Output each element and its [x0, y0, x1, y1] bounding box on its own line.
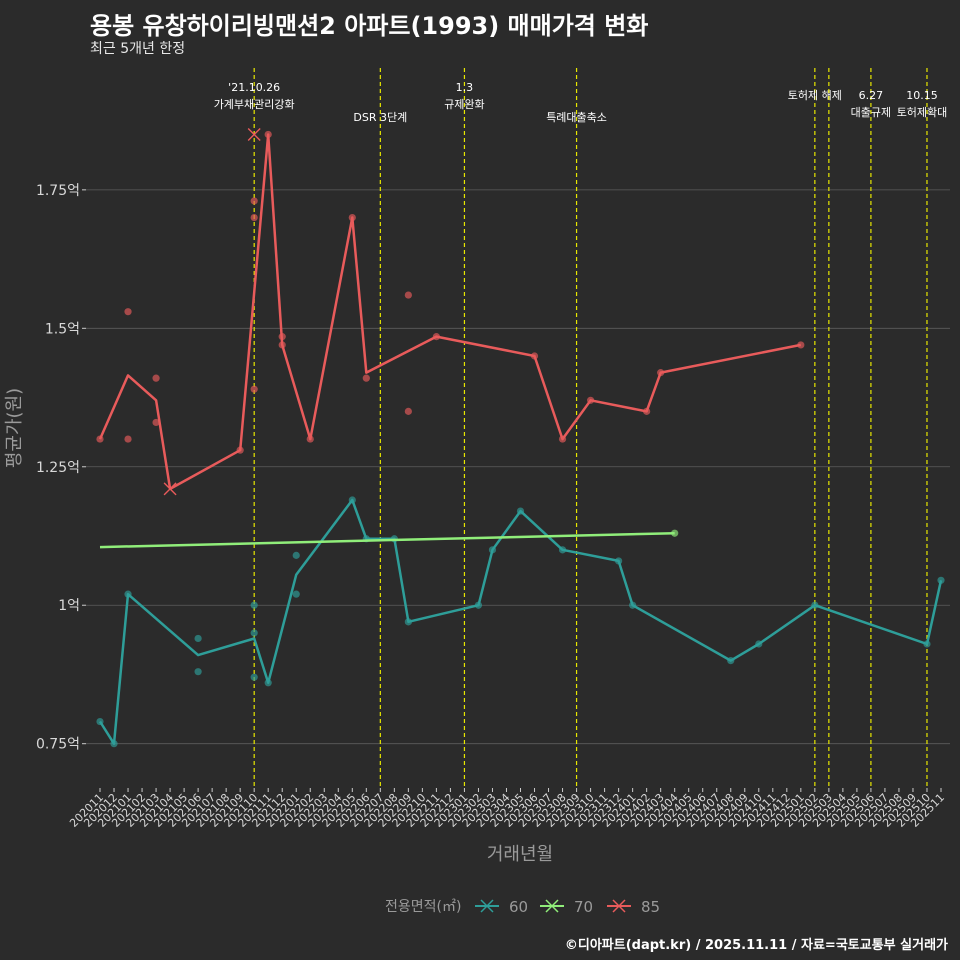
- data-point: [348, 213, 356, 222]
- data-point: [755, 640, 763, 648]
- data-point: [278, 341, 286, 349]
- data-point: [292, 551, 300, 559]
- data-point: [124, 590, 132, 598]
- event-label: 1.3: [456, 81, 474, 94]
- event-label: 토허제 해제: [788, 88, 842, 102]
- data-point: [657, 369, 665, 377]
- y-tick-label: 1억: [58, 598, 80, 614]
- legend-key-cross: [545, 899, 559, 913]
- data-point: [250, 629, 258, 637]
- data-point: [110, 740, 118, 748]
- data-point: [474, 601, 483, 609]
- data-point: [96, 717, 104, 726]
- data-point: [432, 333, 440, 341]
- data-point: [362, 374, 370, 382]
- event-label: 가계부채관리강화: [214, 98, 295, 111]
- data-point: [236, 446, 244, 454]
- data-point: [586, 396, 595, 404]
- event-label: '21.10.26: [228, 81, 280, 94]
- event-label: 규제완화: [444, 98, 484, 111]
- series-line-70: [99, 531, 675, 549]
- data-point: [96, 435, 104, 443]
- event-label: 대출규제: [851, 106, 891, 119]
- chart-subtitle: 최근 5개년 한정: [90, 41, 186, 57]
- series-line-85: [98, 133, 802, 491]
- legend-label: 60: [509, 898, 528, 916]
- legend-key-cross: [612, 899, 626, 913]
- event-label: 토허제확대: [897, 106, 948, 119]
- legend-label: 70: [574, 898, 593, 916]
- data-point: [516, 507, 525, 515]
- series-85: [96, 127, 805, 496]
- data-point: [615, 557, 623, 565]
- data-point: [306, 435, 314, 443]
- data-point: [488, 546, 497, 554]
- data-point: [124, 308, 132, 316]
- data-point: [923, 640, 931, 648]
- y-tick-label: 1.5억: [45, 321, 80, 337]
- data-point: [797, 341, 805, 349]
- data-point-cross: [163, 482, 177, 496]
- data-point: [250, 213, 258, 222]
- data-point: [264, 679, 272, 687]
- data-point: [558, 546, 567, 554]
- event-label: 10.15: [906, 89, 938, 102]
- data-point: [250, 601, 258, 609]
- data-point: [278, 333, 286, 341]
- data-point: [404, 407, 412, 415]
- legend: 전용면적(㎡) 60 70 85: [385, 898, 660, 916]
- data-point: [404, 291, 412, 299]
- legend-title: 전용면적(㎡): [385, 899, 461, 915]
- legend-label: 85: [641, 898, 660, 916]
- data-point: [250, 385, 258, 393]
- y-tick-label: 1.25억: [36, 460, 80, 476]
- data-point: [671, 529, 679, 537]
- data-point: [811, 601, 819, 609]
- x-axis-ticks: 2020112020122021012021022021032021042021…: [67, 788, 947, 830]
- data-point: [250, 673, 258, 681]
- data-point: [404, 618, 412, 626]
- event-label: 6.27: [859, 89, 884, 102]
- data-point: [194, 668, 202, 676]
- y-tick-label: 1.75억: [36, 183, 80, 199]
- data-point: [727, 657, 735, 665]
- data-point: [152, 418, 160, 427]
- data-point: [124, 435, 132, 443]
- data-point: [348, 496, 356, 504]
- event-label: DSR 3단계: [353, 111, 407, 124]
- data-point: [937, 576, 945, 584]
- y-tick-label: 0.75억: [36, 737, 80, 753]
- data-point: [250, 197, 258, 205]
- data-point: [194, 634, 202, 643]
- data-point: [643, 407, 651, 415]
- chart-title: 용봉 유창하이리빙맨션2 아파트(1993) 매매가격 변화: [90, 12, 649, 40]
- series-line-60: [98, 498, 943, 745]
- y-gridlines: 0.75억 1억 1.25억 1.5억 1.75억: [36, 183, 950, 753]
- event-label: 특례대출축소: [546, 111, 607, 124]
- data-point-cross: [247, 127, 261, 141]
- data-point: [530, 352, 539, 360]
- y-axis-title: 평균가(원): [4, 388, 25, 468]
- series-60: [96, 496, 945, 748]
- series-70: [99, 529, 679, 549]
- legend-key-cross: [480, 899, 494, 913]
- data-point: [292, 590, 300, 598]
- x-axis-title: 거래년월: [487, 844, 553, 865]
- data-point: [264, 130, 272, 139]
- data-point: [152, 374, 160, 382]
- data-point: [629, 601, 637, 609]
- data-point: [558, 435, 567, 443]
- source-caption: ©디아파트(dapt.kr) / 2025.11.11 / 자료=국토교통부 실…: [564, 938, 948, 953]
